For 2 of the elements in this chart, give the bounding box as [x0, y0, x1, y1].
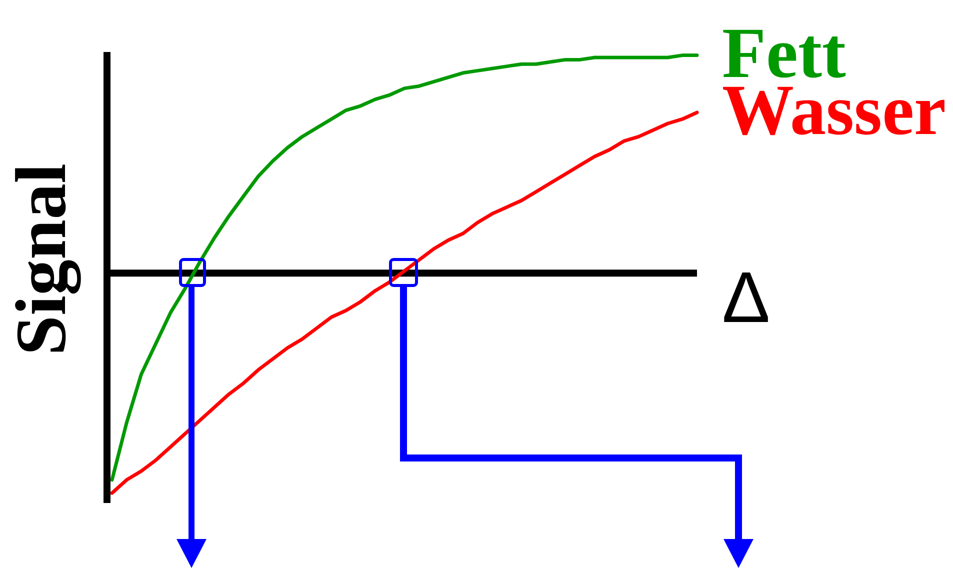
y-axis-title: Signal: [1, 163, 81, 356]
x-axis-title: Δ: [722, 258, 770, 338]
